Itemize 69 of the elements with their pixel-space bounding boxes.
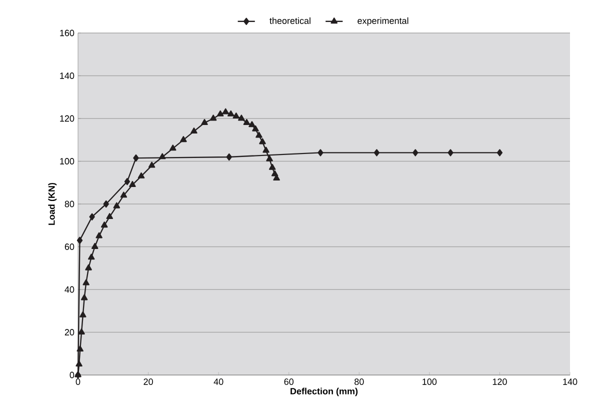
point <box>170 144 176 151</box>
point <box>76 346 84 352</box>
point <box>190 128 198 134</box>
point <box>238 114 245 121</box>
y-tick-label: 160 <box>60 30 74 36</box>
point <box>232 112 240 119</box>
point <box>201 118 208 125</box>
point <box>216 110 224 116</box>
x-tick-label: 40 <box>214 378 224 385</box>
point <box>113 202 120 208</box>
point <box>120 192 128 198</box>
x-axis-title: Deflection (mm) <box>290 388 358 396</box>
legend-label: theoretical <box>270 17 310 24</box>
x-tick-label: 60 <box>284 378 294 385</box>
point <box>318 149 324 156</box>
point <box>82 279 90 286</box>
y-axis-title: Load (KN) <box>48 182 57 225</box>
point <box>222 108 229 114</box>
point <box>248 121 256 128</box>
point <box>210 114 217 121</box>
point <box>271 170 278 176</box>
point <box>252 125 259 132</box>
point <box>129 180 136 187</box>
point <box>78 328 85 334</box>
point <box>259 138 266 144</box>
y-tick-label: 120 <box>60 115 74 122</box>
x-tick-label: 80 <box>354 378 364 385</box>
legend-label: experimental <box>358 17 408 26</box>
point <box>124 178 130 186</box>
point <box>88 254 95 260</box>
x-tick-label: 140 <box>563 378 578 385</box>
point <box>262 146 270 153</box>
point <box>158 153 166 160</box>
x-tick-label: 120 <box>492 378 507 385</box>
y-tick-label: 20 <box>64 329 74 336</box>
point <box>133 154 139 162</box>
point <box>374 149 380 156</box>
point <box>228 110 234 116</box>
y-tick-label: 40 <box>64 286 74 293</box>
point <box>80 311 86 318</box>
point <box>80 294 88 300</box>
point <box>226 153 232 161</box>
point <box>243 118 250 125</box>
point <box>85 264 92 270</box>
point <box>96 232 102 238</box>
x-tick-label: 0 <box>76 378 80 385</box>
point <box>256 132 262 138</box>
point <box>448 149 454 156</box>
point <box>148 162 156 168</box>
point <box>268 164 276 170</box>
y-tick-label: 100 <box>60 158 74 164</box>
point <box>266 155 273 162</box>
x-tick-label: 100 <box>422 378 437 385</box>
point <box>89 213 95 220</box>
point <box>100 222 108 228</box>
point <box>180 136 187 142</box>
point <box>138 172 145 178</box>
y-tick-label: 60 <box>64 244 74 250</box>
y-tick-label: 140 <box>60 72 74 79</box>
point <box>76 360 82 367</box>
x-tick-label: 20 <box>144 378 153 385</box>
point <box>92 242 98 249</box>
y-tick-label: 80 <box>64 200 74 208</box>
point <box>106 213 113 220</box>
point <box>496 149 503 156</box>
point <box>412 149 418 156</box>
point <box>76 236 83 244</box>
point <box>103 200 109 208</box>
y-tick-label: 0 <box>70 372 74 378</box>
